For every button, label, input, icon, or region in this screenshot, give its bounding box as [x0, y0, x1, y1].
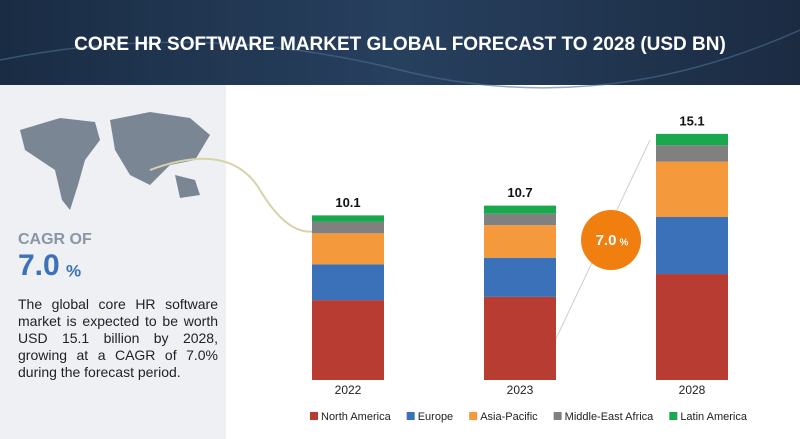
legend-swatch [469, 412, 478, 420]
legend-swatch [553, 412, 562, 420]
cagr-label: CAGR OF [18, 231, 92, 248]
bar-segment [484, 296, 556, 380]
cagr-value: 7.0 [18, 249, 60, 282]
bar-segment [656, 217, 728, 275]
bar-segment [656, 145, 728, 162]
x-tick-label: 2023 [507, 383, 534, 397]
total-label: 10.7 [507, 185, 532, 200]
total-label: 15.1 [679, 113, 704, 128]
cagr-badge [581, 210, 641, 270]
total-label: 10.1 [335, 195, 360, 210]
description: The global core HR software market is ex… [18, 296, 218, 380]
bar-segment [656, 133, 728, 146]
bar-segment [312, 221, 384, 234]
legend-swatch [669, 412, 678, 420]
header-bg [0, 0, 800, 85]
legend-label: Europe [418, 411, 453, 423]
bar-segment [312, 215, 384, 222]
bar-segment [312, 300, 384, 380]
legend-label: Asia-Pacific [480, 411, 538, 423]
bar-segment [484, 205, 556, 214]
legend-label: Middle-East Africa [565, 411, 655, 423]
header-decor [0, 29, 800, 89]
decor-curve [149, 157, 321, 233]
bar-segment [484, 225, 556, 258]
bar-segment [312, 233, 384, 265]
x-tick-label: 2028 [679, 383, 706, 397]
badge-value: 7.0 [596, 232, 617, 249]
bar-segment [484, 257, 556, 297]
chart-title: CORE HR SOFTWARE MARKET GLOBAL FORECAST … [74, 34, 726, 55]
world-map [20, 112, 210, 210]
cagr-unit: % [66, 261, 81, 280]
bar-segment [656, 161, 728, 217]
legend-swatch [310, 412, 318, 420]
bar-segment [656, 274, 728, 380]
legend-label: Latin America [680, 411, 748, 423]
badge-unit: % [620, 238, 629, 249]
legend-label: North America [321, 411, 392, 423]
legend-swatch [406, 412, 415, 420]
bar-segment [312, 264, 384, 301]
bar-segment [484, 213, 556, 226]
x-tick-label: 2022 [335, 383, 362, 397]
